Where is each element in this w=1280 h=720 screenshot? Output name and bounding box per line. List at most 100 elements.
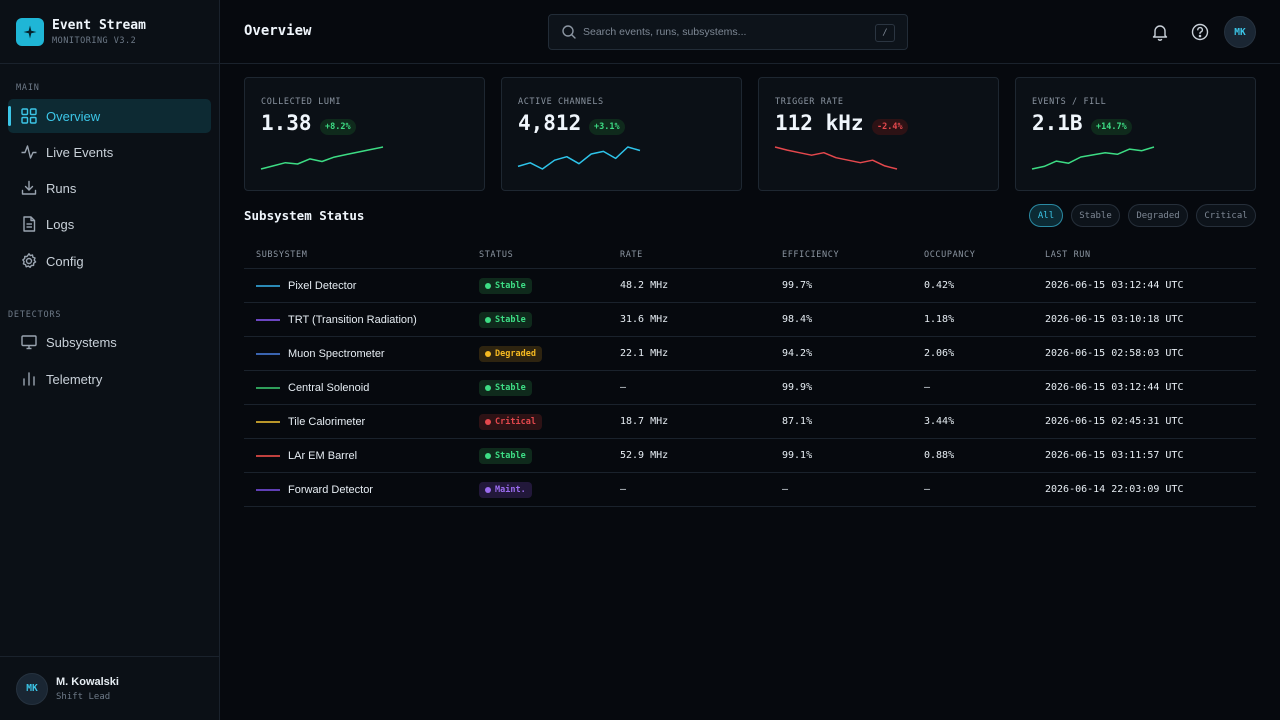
column-header[interactable]: STATUS xyxy=(479,250,514,260)
sidebar-item-subsystems[interactable]: Subsystems xyxy=(8,325,211,359)
kpi-label: EVENTS / FILL xyxy=(1032,97,1107,107)
sidebar-item-logs[interactable]: Logs xyxy=(8,207,211,241)
column-header[interactable]: EFFICIENCY xyxy=(782,250,840,260)
kpi-delta-badge: +3.1% xyxy=(589,119,625,135)
efficiency-cell: 94.2% xyxy=(782,348,813,359)
status-dot xyxy=(485,384,491,391)
search-shortcut-key: / xyxy=(875,24,895,42)
row-divider xyxy=(244,506,1256,507)
table-row[interactable]: LAr EM Barrel Stable 52.9 MHz 99.1% 0.88% 202… xyxy=(244,439,1256,473)
rate-cell: 52.9 MHz xyxy=(620,450,669,461)
sidebar-item-label: Subsystems xyxy=(46,334,117,350)
sidebar-item-config[interactable]: Config xyxy=(8,244,211,278)
sparkle-logo-icon xyxy=(16,17,44,46)
occupancy-cell: — xyxy=(924,382,931,393)
column-header[interactable]: SUBSYSTEM xyxy=(256,250,308,260)
status-badge: Maint. xyxy=(479,481,532,498)
sidebar-item-label: Overview xyxy=(46,108,101,124)
kpi-value: 4,812 xyxy=(518,111,582,135)
kpi-label: COLLECTED LUMI xyxy=(261,97,342,107)
row-divider xyxy=(244,302,1256,303)
rate-cell: 31.6 MHz xyxy=(620,314,669,325)
status-label: Stable xyxy=(495,280,526,291)
last-run-cell: 2026-06-14 22:03:09 UTC xyxy=(1045,484,1184,495)
series-color-swatch xyxy=(256,455,280,457)
filter-degraded[interactable]: Degraded xyxy=(1128,204,1188,227)
column-header[interactable]: LAST RUN xyxy=(1045,250,1091,260)
series-color-swatch xyxy=(256,285,280,287)
series-color-swatch xyxy=(256,353,280,355)
sparkline-path xyxy=(517,146,641,170)
table-row[interactable]: Central Solenoid Stable — 99.9% — 2026-06-15 … xyxy=(244,371,1256,405)
page-title: Overview xyxy=(244,23,312,39)
search-input[interactable] xyxy=(583,26,863,38)
filter-stable[interactable]: Stable xyxy=(1071,204,1120,227)
status-label: Stable xyxy=(495,382,526,393)
activity-icon xyxy=(21,145,37,159)
section-title: Subsystem Status xyxy=(244,208,365,223)
sidebar-item-live-events[interactable]: Live Events xyxy=(8,135,211,169)
subsystem-name: LAr EM Barrel xyxy=(288,449,358,462)
table-row[interactable]: Tile Calorimeter Critical 18.7 MHz 87.1% 3.4… xyxy=(244,405,1256,439)
occupancy-cell: 3.44% xyxy=(924,416,955,427)
sidebar-item-label: Telemetry xyxy=(46,371,103,387)
efficiency-cell: 98.4% xyxy=(782,314,813,325)
bell-icon[interactable] xyxy=(1150,22,1170,42)
subsystem-name: Tile Calorimeter xyxy=(288,415,366,428)
table-row[interactable]: Forward Detector Maint. — — — 2026-06-14 22:0… xyxy=(244,473,1256,507)
sidebar-item-telemetry[interactable]: Telemetry xyxy=(8,362,211,396)
filter-critical[interactable]: Critical xyxy=(1196,204,1256,227)
status-dot xyxy=(485,316,491,323)
last-run-cell: 2026-06-15 03:11:57 UTC xyxy=(1045,450,1184,461)
kpi-card-channels[interactable]: ACTIVE CHANNELS 4,812 +3.1% xyxy=(501,77,742,191)
filter-all[interactable]: All xyxy=(1029,204,1063,227)
occupancy-cell: 0.42% xyxy=(924,280,955,291)
kpi-delta-badge: -2.4% xyxy=(872,119,908,135)
efficiency-cell: 99.1% xyxy=(782,450,813,461)
row-divider xyxy=(244,404,1256,405)
header-avatar[interactable]: MK xyxy=(1224,16,1256,48)
user-role: Shift Lead xyxy=(56,691,111,702)
kpi-sparkline xyxy=(260,146,384,170)
subsystem-name: TRT (Transition Radiation) xyxy=(288,313,417,326)
table-row[interactable]: Pixel Detector Stable 48.2 MHz 99.7% 0.42% 20… xyxy=(244,269,1256,303)
user-name: M. Kowalski xyxy=(56,675,119,688)
search-bar[interactable]: / xyxy=(548,14,908,50)
sidebar-item-overview[interactable]: Overview xyxy=(8,99,211,133)
gear-icon xyxy=(22,253,37,268)
efficiency-cell: 99.7% xyxy=(782,280,813,291)
series-color-swatch xyxy=(256,387,280,389)
kpi-sparkline xyxy=(517,146,641,170)
subsystem-name: Central Solenoid xyxy=(288,381,370,394)
status-dot xyxy=(485,486,491,493)
status-dot xyxy=(485,282,491,289)
sidebar-item-runs[interactable]: Runs xyxy=(8,171,211,205)
sidebar-item-label: Logs xyxy=(46,216,75,232)
bar-chart-icon xyxy=(23,372,35,386)
grid-icon xyxy=(21,108,37,124)
brand[interactable]: Event Stream MONITORING V3.2 xyxy=(0,0,219,64)
column-header[interactable]: OCCUPANCY xyxy=(924,250,976,260)
user-profile[interactable]: MK M. Kowalski Shift Lead xyxy=(0,656,219,720)
status-cell: Stable xyxy=(479,439,532,472)
table-row[interactable]: TRT (Transition Radiation) Stable 31.6 MHz… xyxy=(244,303,1256,337)
kpi-card-lumi[interactable]: COLLECTED LUMI 1.38 +8.2% xyxy=(244,77,485,191)
kpi-value: 112 kHz xyxy=(775,111,864,135)
column-header[interactable]: RATE xyxy=(620,250,643,260)
efficiency-cell: — xyxy=(782,484,789,495)
kpi-card-events-per-fill[interactable]: EVENTS / FILL 2.1B +14.7% xyxy=(1015,77,1256,191)
sparkline-path xyxy=(260,146,384,170)
status-label: Degraded xyxy=(495,348,536,359)
table-header-divider xyxy=(244,268,1256,269)
last-run-cell: 2026-06-15 02:45:31 UTC xyxy=(1045,416,1184,427)
kpi-card-trigger-rate[interactable]: TRIGGER RATE 112 kHz -2.4% xyxy=(758,77,999,191)
table-row[interactable]: Muon Spectrometer Degraded 22.1 MHz 94.2% 2.… xyxy=(244,337,1256,371)
help-icon[interactable] xyxy=(1190,22,1210,42)
file-icon xyxy=(23,216,36,232)
status-badge: Stable xyxy=(479,379,532,396)
status-dot xyxy=(485,418,491,425)
series-color-swatch xyxy=(256,319,280,321)
status-cell: Critical xyxy=(479,405,542,438)
kpi-label: TRIGGER RATE xyxy=(775,97,844,107)
nav-section-detectors: DETECTORS xyxy=(8,310,62,320)
